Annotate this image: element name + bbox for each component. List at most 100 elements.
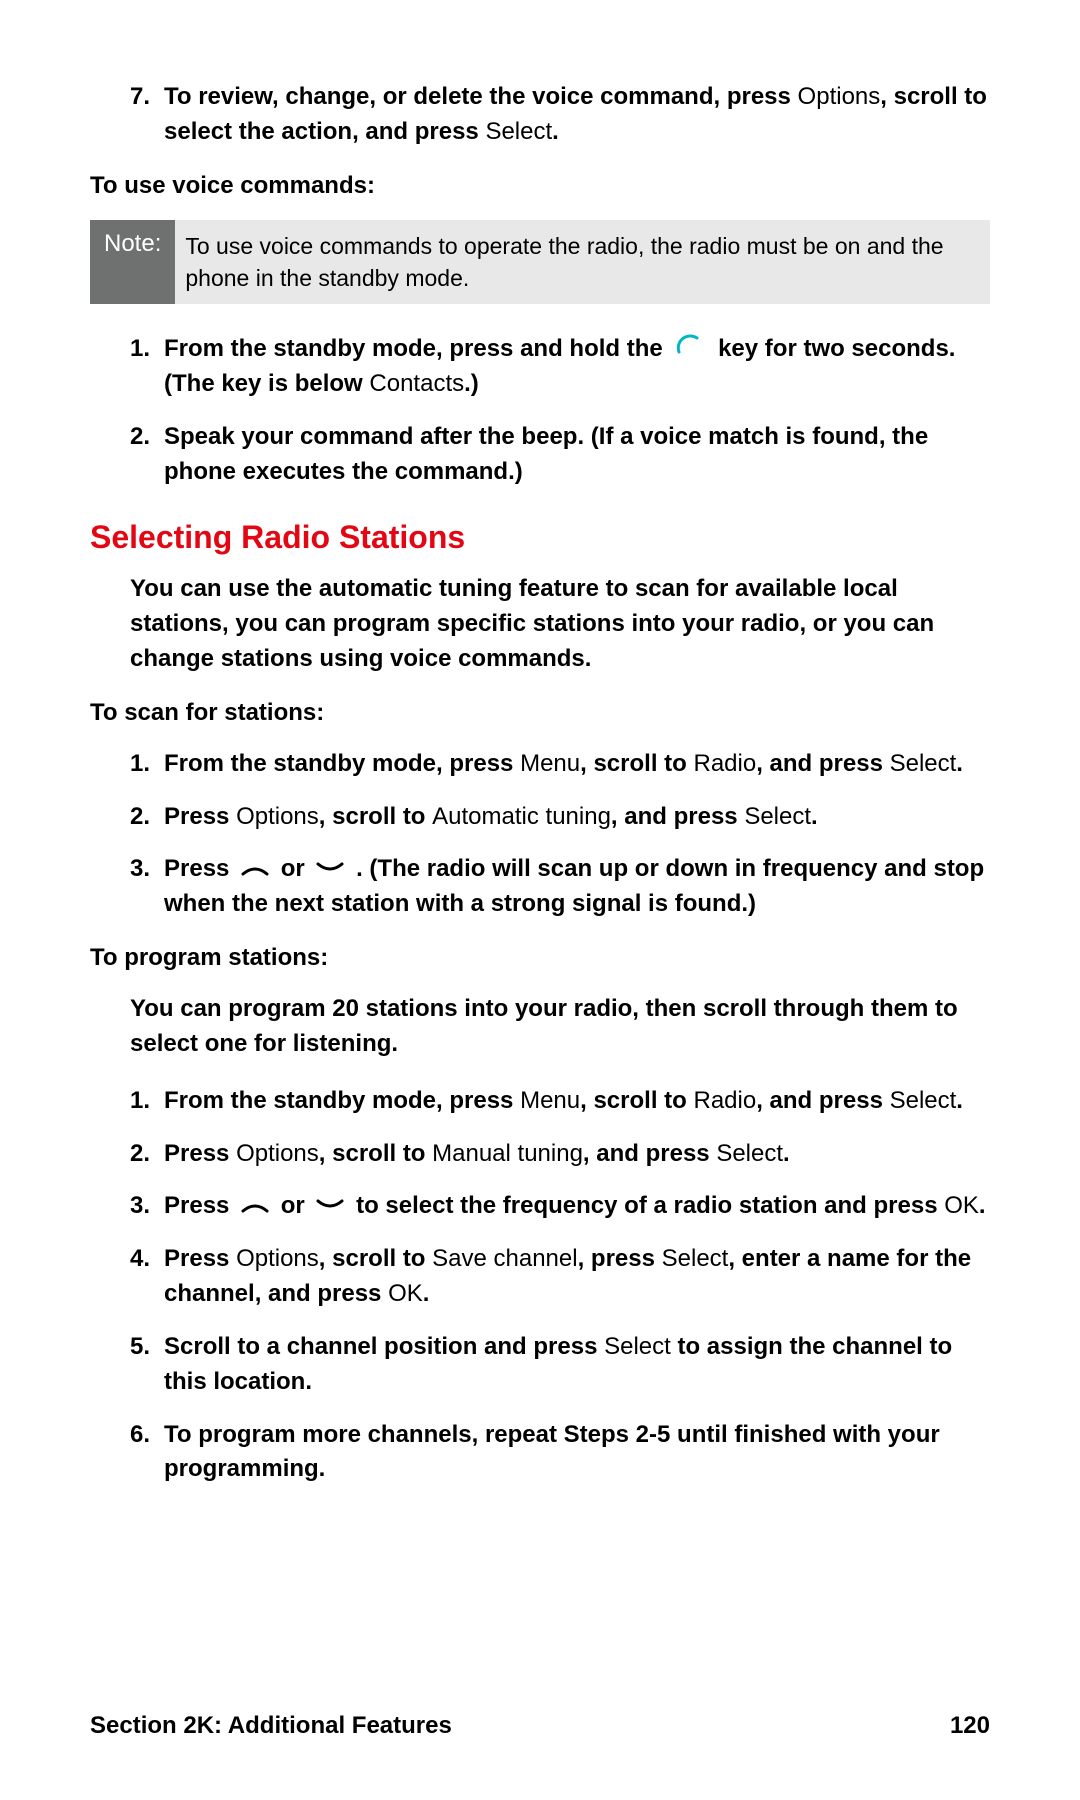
- use-voice-step-1: 1. From the standby mode, press and hold…: [90, 332, 990, 402]
- program-step-2: 2. Press Options, scroll to Manual tunin…: [90, 1137, 990, 1172]
- text: or: [274, 855, 311, 882]
- step-body: Speak your command after the beep. (If a…: [164, 420, 990, 490]
- text: Press: [164, 1192, 236, 1219]
- text: Press: [164, 855, 236, 882]
- text: , and press: [611, 803, 744, 830]
- scan-step-2: 2. Press Options, scroll to Automatic tu…: [90, 800, 990, 835]
- text: Contacts: [369, 370, 464, 397]
- step-body: From the standby mode, press Menu, scrol…: [164, 747, 990, 782]
- text: , scroll to: [580, 750, 693, 777]
- text: Automatic tuning: [432, 803, 611, 830]
- footer-page-number: 120: [950, 1712, 990, 1740]
- step-number: 1.: [130, 1084, 164, 1119]
- subheading-program: To program stations:: [90, 944, 990, 972]
- step-number: 3.: [130, 852, 164, 922]
- text: , and press: [583, 1140, 716, 1167]
- step-number: 1.: [130, 747, 164, 782]
- text: , scroll to: [319, 803, 432, 830]
- step-body: Press Options, scroll to Automatic tunin…: [164, 800, 990, 835]
- text: Select: [604, 1333, 671, 1360]
- step-body: Press or to select the frequency of a ra…: [164, 1189, 990, 1224]
- text: , and press: [756, 1087, 889, 1114]
- note-label: Note:: [90, 220, 175, 304]
- text: Press: [164, 803, 236, 830]
- text: OK: [388, 1280, 423, 1307]
- text: Options: [236, 1245, 319, 1272]
- section-intro: You can use the automatic tuning feature…: [90, 572, 990, 676]
- text: .: [811, 803, 818, 830]
- program-intro: You can program 20 stations into your ra…: [90, 992, 990, 1062]
- step-7: 7. To review, change, or delete the voic…: [90, 80, 990, 150]
- text: Options: [236, 803, 319, 830]
- text: Select: [890, 1087, 957, 1114]
- program-step-3: 3. Press or to select the frequency of a…: [90, 1189, 990, 1224]
- text: Options: [798, 83, 881, 110]
- step-body: To review, change, or delete the voice c…: [164, 80, 990, 150]
- step-body: Scroll to a channel position and press S…: [164, 1330, 990, 1400]
- step-body: Press Options, scroll to Save channel, p…: [164, 1242, 990, 1312]
- scan-step-3: 3. Press or . (The radio will scan up or…: [90, 852, 990, 922]
- text: Menu: [520, 750, 580, 777]
- text: Menu: [520, 1087, 580, 1114]
- subheading-use-voice: To use voice commands:: [90, 172, 990, 200]
- text: .: [956, 1087, 963, 1114]
- step-number: 7.: [130, 80, 164, 150]
- scroll-up-icon: [240, 853, 270, 888]
- section-title: Selecting Radio Stations: [90, 519, 990, 556]
- text: .: [783, 1140, 790, 1167]
- page-footer: Section 2K: Additional Features 120: [90, 1712, 990, 1740]
- step-number: 1.: [130, 332, 164, 402]
- note-box: Note: To use voice commands to operate t…: [90, 220, 990, 304]
- text: Options: [236, 1140, 319, 1167]
- use-voice-step-2: 2. Speak your command after the beep. (I…: [90, 420, 990, 490]
- text: Radio: [693, 750, 756, 777]
- scroll-down-icon: [315, 1190, 345, 1225]
- step-body: From the standby mode, press Menu, scrol…: [164, 1084, 990, 1119]
- text: Scroll to a channel position and press: [164, 1333, 604, 1360]
- text: , and press: [756, 750, 889, 777]
- text: Select: [662, 1245, 729, 1272]
- text: From the standby mode, press: [164, 750, 520, 777]
- step-number: 3.: [130, 1189, 164, 1224]
- text: , scroll to: [580, 1087, 693, 1114]
- text: .: [552, 118, 559, 145]
- text: Select: [890, 750, 957, 777]
- scroll-up-icon: [240, 1190, 270, 1225]
- manual-page: 7. To review, change, or delete the voic…: [0, 0, 1080, 1800]
- program-step-1: 1. From the standby mode, press Menu, sc…: [90, 1084, 990, 1119]
- text: From the standby mode, press and hold th…: [164, 335, 669, 362]
- step-body: Press or . (The radio will scan up or do…: [164, 852, 990, 922]
- text: To review, change, or delete the voice c…: [164, 83, 798, 110]
- text: or: [274, 1192, 311, 1219]
- arc-key-icon: [675, 332, 705, 367]
- text: Press: [164, 1140, 236, 1167]
- text: .: [956, 750, 963, 777]
- text: From the standby mode, press: [164, 1087, 520, 1114]
- text: , press: [578, 1245, 662, 1272]
- text: , scroll to: [319, 1140, 432, 1167]
- text: Manual tuning: [432, 1140, 583, 1167]
- text: .: [423, 1280, 430, 1307]
- footer-section: Section 2K: Additional Features: [90, 1712, 452, 1740]
- program-step-5: 5. Scroll to a channel position and pres…: [90, 1330, 990, 1400]
- text: Select: [485, 118, 552, 145]
- step-body: To program more channels, repeat Steps 2…: [164, 1418, 990, 1488]
- step-number: 4.: [130, 1242, 164, 1312]
- text: Save channel: [432, 1245, 577, 1272]
- scroll-down-icon: [315, 853, 345, 888]
- text: OK: [944, 1192, 979, 1219]
- note-body: To use voice commands to operate the rad…: [175, 220, 990, 304]
- text: .): [464, 370, 479, 397]
- text: , scroll to: [319, 1245, 432, 1272]
- step-number: 2.: [130, 800, 164, 835]
- step-body: Press Options, scroll to Manual tuning, …: [164, 1137, 990, 1172]
- text: Select: [744, 803, 811, 830]
- step-body: From the standby mode, press and hold th…: [164, 332, 990, 402]
- step-number: 6.: [130, 1418, 164, 1488]
- text: .: [979, 1192, 986, 1219]
- text: Press: [164, 1245, 236, 1272]
- text: Radio: [693, 1087, 756, 1114]
- scan-step-1: 1. From the standby mode, press Menu, sc…: [90, 747, 990, 782]
- subheading-scan: To scan for stations:: [90, 699, 990, 727]
- step-number: 5.: [130, 1330, 164, 1400]
